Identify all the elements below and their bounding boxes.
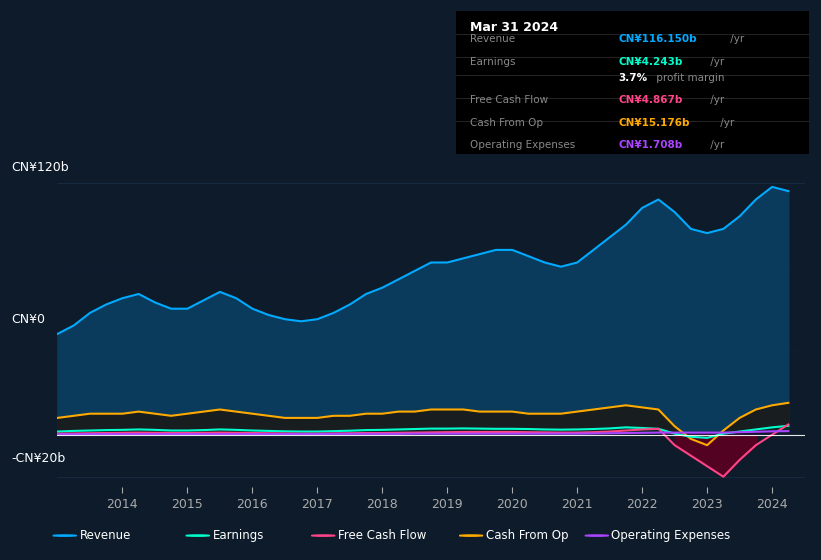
Text: CN¥120b: CN¥120b — [11, 161, 69, 174]
Text: CN¥1.708b: CN¥1.708b — [618, 139, 682, 150]
Text: Free Cash Flow: Free Cash Flow — [338, 529, 426, 542]
Text: 3.7%: 3.7% — [618, 73, 647, 83]
Text: /yr: /yr — [717, 118, 734, 128]
Text: CN¥4.243b: CN¥4.243b — [618, 57, 682, 67]
Text: -CN¥20b: -CN¥20b — [11, 452, 66, 465]
Text: CN¥15.176b: CN¥15.176b — [618, 118, 690, 128]
Text: Operating Expenses: Operating Expenses — [612, 529, 731, 542]
Text: Revenue: Revenue — [470, 34, 515, 44]
Text: Mar 31 2024: Mar 31 2024 — [470, 21, 558, 34]
Text: Cash From Op: Cash From Op — [486, 529, 568, 542]
Circle shape — [311, 535, 335, 536]
Text: /yr: /yr — [727, 34, 744, 44]
Text: profit margin: profit margin — [654, 73, 725, 83]
Text: Earnings: Earnings — [213, 529, 264, 542]
Circle shape — [585, 535, 608, 536]
Circle shape — [459, 535, 483, 536]
Text: CN¥0: CN¥0 — [11, 312, 45, 326]
Text: Cash From Op: Cash From Op — [470, 118, 543, 128]
Text: /yr: /yr — [707, 139, 724, 150]
Text: CN¥116.150b: CN¥116.150b — [618, 34, 697, 44]
Text: Free Cash Flow: Free Cash Flow — [470, 95, 548, 105]
Text: Revenue: Revenue — [80, 529, 131, 542]
Circle shape — [186, 535, 209, 536]
Text: Operating Expenses: Operating Expenses — [470, 139, 575, 150]
Text: Earnings: Earnings — [470, 57, 516, 67]
Text: /yr: /yr — [707, 57, 724, 67]
Text: /yr: /yr — [707, 95, 724, 105]
Text: CN¥4.867b: CN¥4.867b — [618, 95, 682, 105]
Circle shape — [53, 535, 76, 536]
